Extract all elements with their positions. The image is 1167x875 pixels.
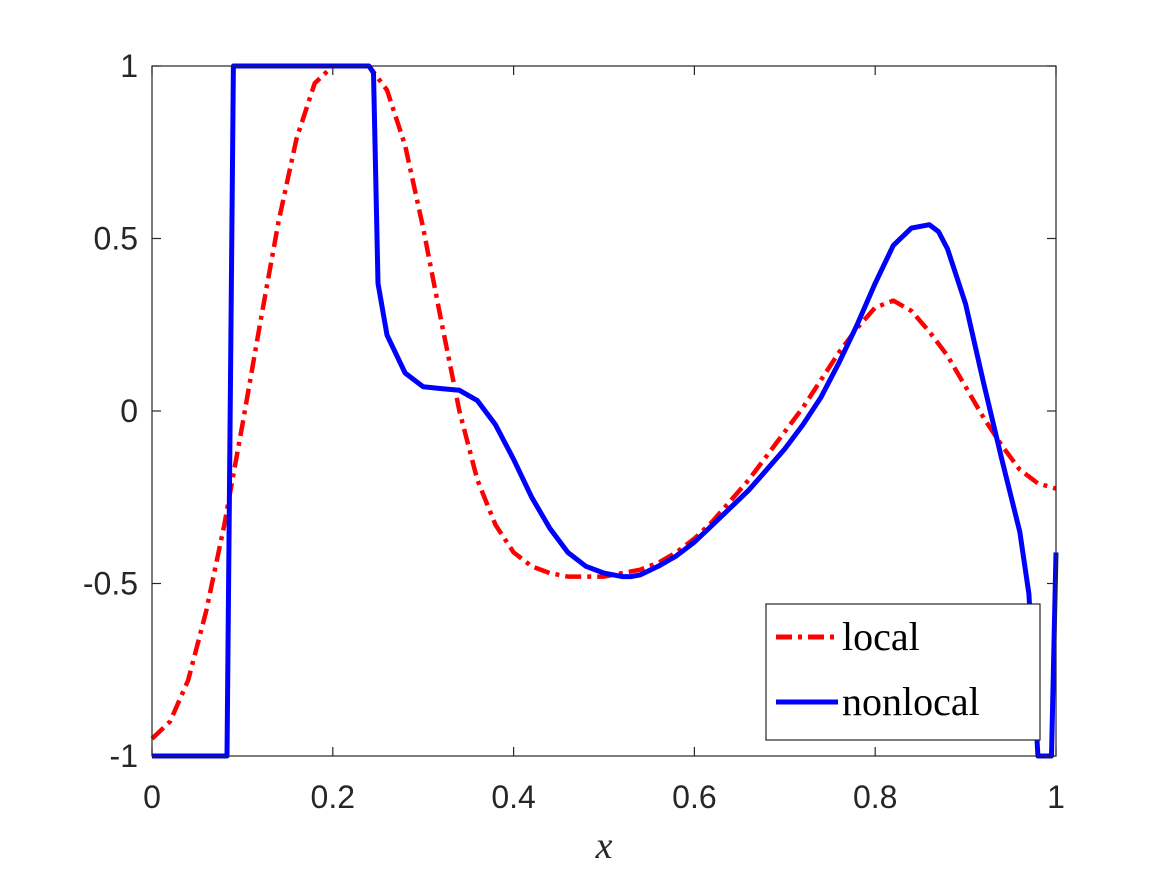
y-tick-label: -1 [110,738,138,774]
legend-label-nonlocal: nonlocal [842,679,980,724]
axes-box [151,65,1057,757]
tick-labels-layer: 0 0.2 0.4 0.6 0.8 1 -1 -0.5 0 0.5 1 [83,48,1065,815]
y-tick-label: -0.5 [83,566,138,602]
legend-label-local: local [842,614,920,659]
x-tick-label: 1 [1047,779,1065,815]
series-line-local [150,63,1057,741]
series-layer [150,63,1059,759]
x-axis-label: x [595,825,613,867]
series-line-nonlocal [152,63,1059,759]
x-tick-label: 0.8 [853,779,897,815]
x-tick-label: 0.6 [672,779,716,815]
y-tick-label: 0.5 [94,221,138,257]
x-tick-label: 0 [143,779,161,815]
legend: local nonlocal [765,603,1041,741]
y-tick-label: 1 [120,48,138,84]
y-tick-label: 0 [120,393,138,429]
legend-box [765,603,1041,741]
x-tick-label: 0.4 [491,779,535,815]
x-tick-label: 0.2 [311,779,355,815]
